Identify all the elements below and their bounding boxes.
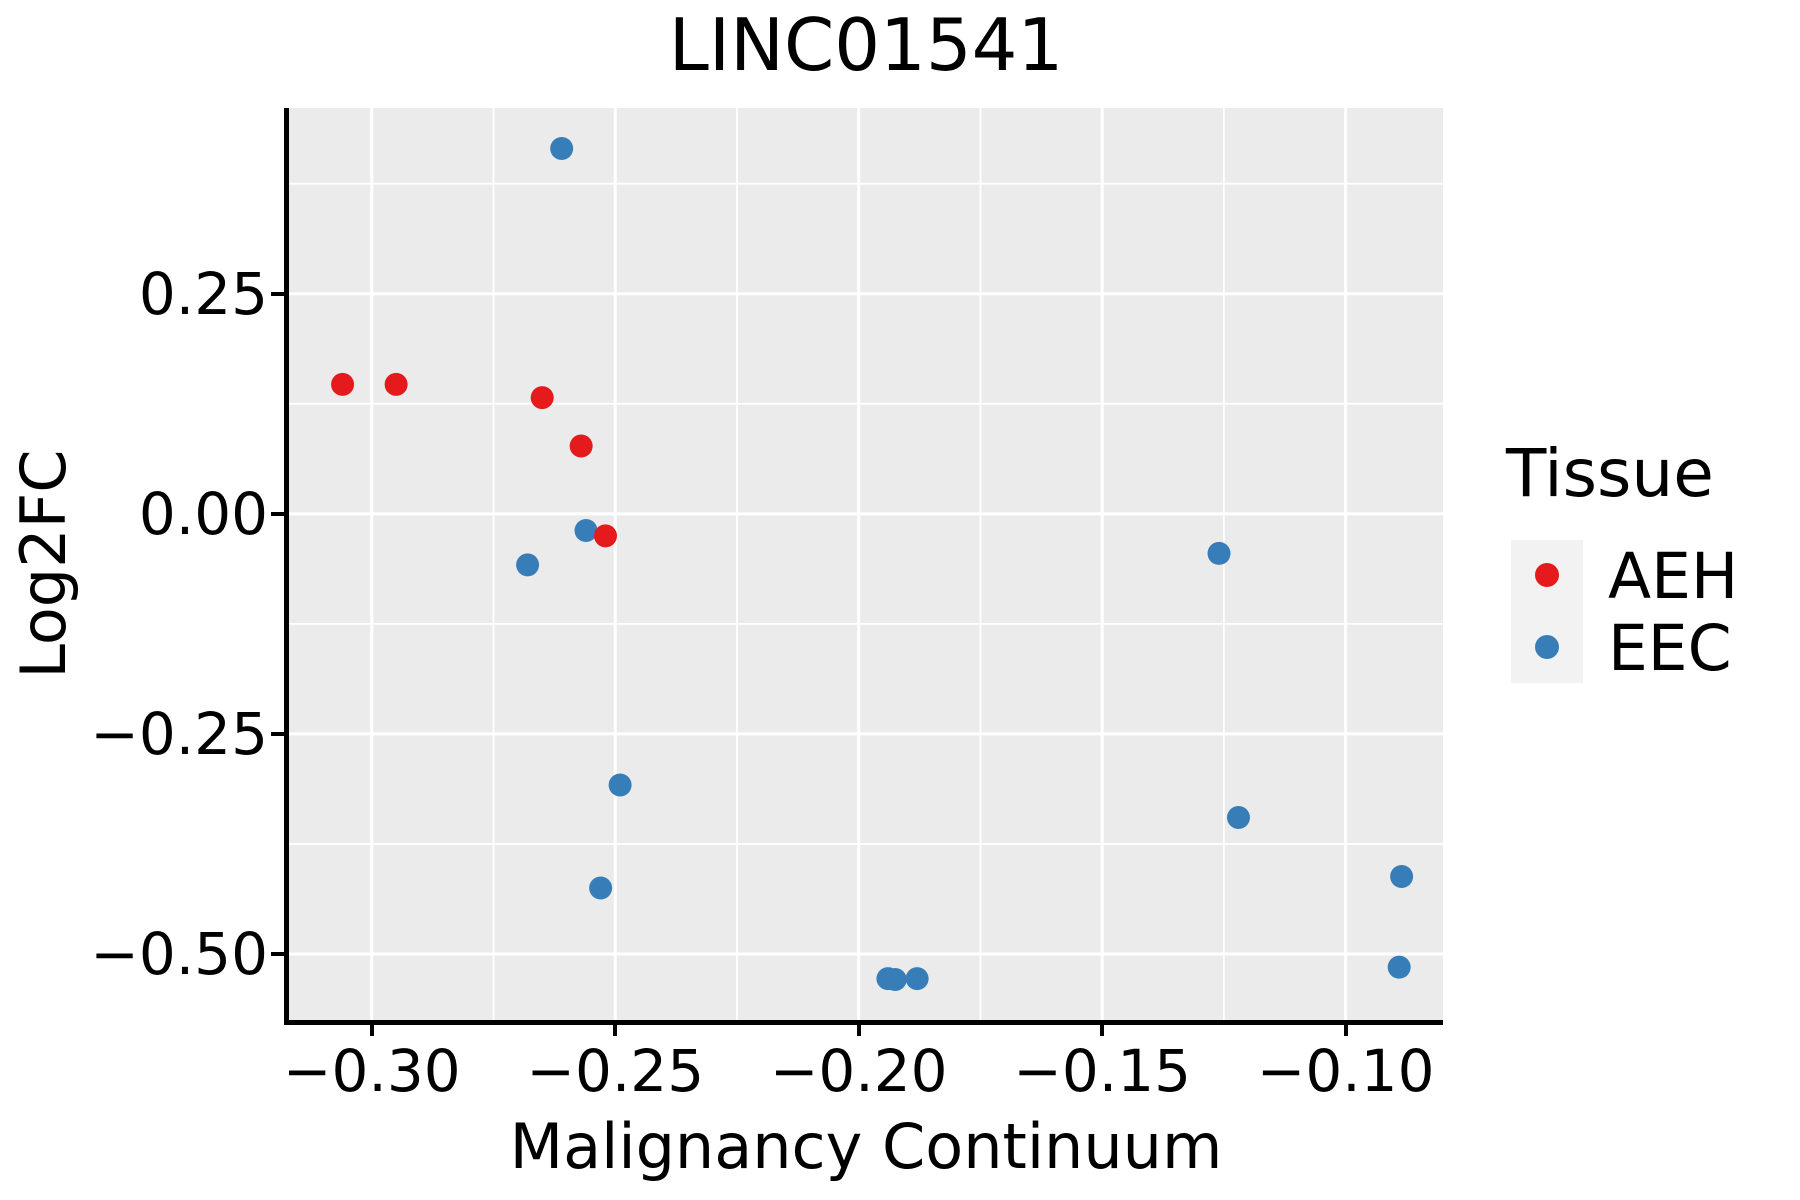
plot-title: LINC01541	[668, 3, 1064, 87]
data-point-eec	[1207, 541, 1231, 565]
data-point-aeh	[530, 386, 554, 410]
data-point-eec	[1387, 955, 1411, 979]
y-tick-mark	[271, 731, 284, 736]
y-tick-mark	[271, 291, 284, 296]
x-tick-mark	[369, 1023, 374, 1036]
y-tick-label: −0.25	[90, 699, 268, 768]
data-point-eec	[516, 553, 540, 577]
legend-label-eec: EEC	[1608, 612, 1732, 685]
data-point-eec	[905, 967, 929, 991]
x-tick-label: −0.30	[282, 1037, 461, 1105]
x-tick-label: −0.25	[526, 1037, 705, 1105]
x-tick-mark	[1100, 1023, 1105, 1036]
y-tick-label: 0.00	[138, 479, 268, 548]
legend-aeh-dot-icon	[1535, 563, 1559, 587]
y-axis-label: Log2FC	[7, 449, 80, 679]
y-axis-spine	[284, 108, 289, 1025]
legend-eec-dot-icon	[1535, 635, 1559, 659]
data-point-eec	[550, 136, 574, 160]
data-point-aeh	[569, 434, 593, 458]
x-tick-label: −0.10	[1256, 1037, 1435, 1105]
panel-background	[289, 108, 1443, 1020]
y-tick-mark	[271, 951, 284, 956]
legend-label-aeh: AEH	[1608, 540, 1739, 613]
data-point-aeh	[331, 372, 355, 396]
x-tick-label: −0.20	[769, 1037, 948, 1105]
data-point-eec	[1226, 806, 1250, 830]
data-point-eec	[1390, 865, 1414, 889]
data-point-eec	[589, 876, 613, 900]
data-point-eec	[574, 519, 598, 543]
data-point-eec	[883, 968, 907, 992]
x-tick-mark	[613, 1023, 618, 1036]
y-tick-label: 0.25	[138, 259, 268, 328]
data-point-aeh	[384, 372, 408, 396]
y-tick-label: −0.50	[90, 919, 268, 988]
legend-key-background	[1511, 540, 1583, 683]
y-tick-mark	[271, 511, 284, 516]
scatter-canvas	[289, 108, 1443, 1020]
data-point-eec	[608, 773, 632, 797]
x-tick-mark	[1343, 1023, 1348, 1036]
legend-title: Tissue	[1506, 435, 1714, 512]
plot-panel	[289, 108, 1443, 1020]
x-axis-spine	[284, 1020, 1443, 1025]
x-tick-label: −0.15	[1013, 1037, 1192, 1105]
x-tick-mark	[856, 1023, 861, 1036]
data-point-aeh	[593, 524, 617, 548]
x-axis-label: Malignancy Continuum	[509, 1110, 1223, 1183]
